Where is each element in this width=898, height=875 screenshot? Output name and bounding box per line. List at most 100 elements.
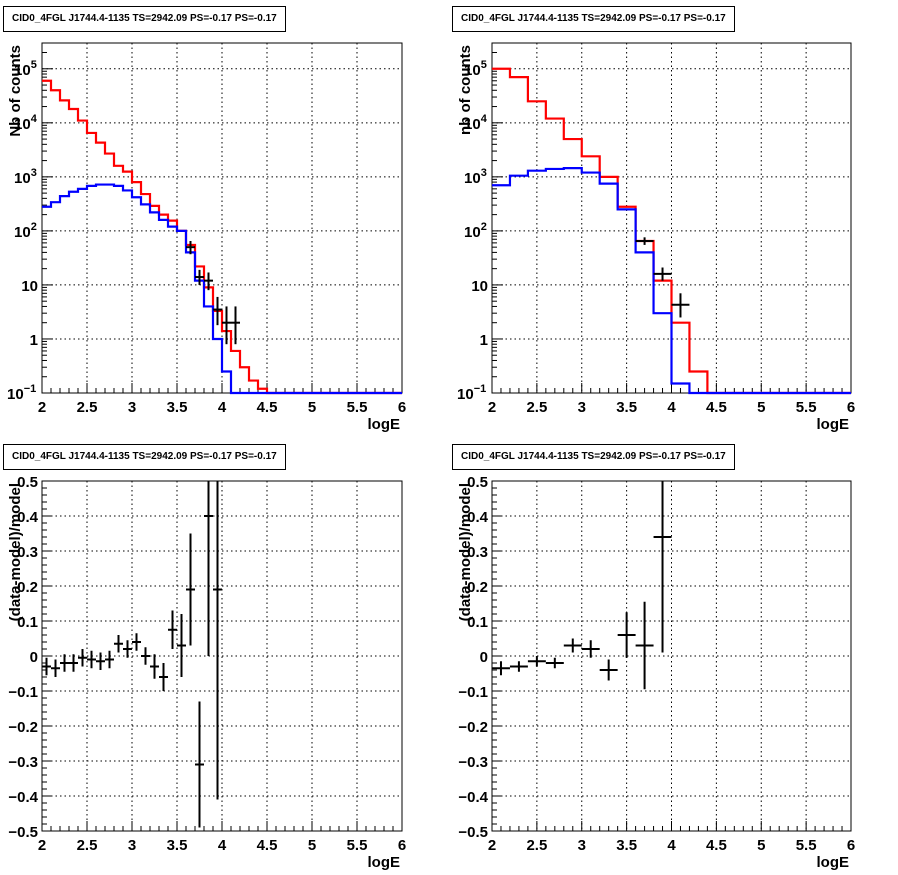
- data-point: [492, 661, 510, 676]
- x-tick-label: 6: [398, 837, 406, 854]
- data-point: [96, 652, 105, 670]
- y-tick-label: −0.1: [458, 684, 488, 701]
- data-point: [509, 661, 528, 672]
- y-tick-label: 0.1: [467, 614, 488, 631]
- data-point: [545, 657, 564, 669]
- y-tick-label: 10−1: [457, 383, 486, 403]
- series-model-total-histogram: [492, 67, 851, 395]
- x-axis-label: logE: [817, 416, 850, 433]
- chart-top-right: 2 2.5 3 3.5 4 4.5 5 5.5 6logE10−1110102103104105…: [457, 42, 855, 433]
- data-point: [635, 237, 654, 245]
- y-tick-label: −0.3: [8, 754, 38, 771]
- data-point: [141, 647, 150, 665]
- series-data-points: [635, 237, 690, 318]
- y-tick-label: 0.4: [467, 509, 489, 526]
- y-tick-label: 1: [30, 332, 38, 349]
- data-point: [114, 635, 123, 653]
- y-tick-label: −0.3: [458, 754, 488, 771]
- data-point: [177, 614, 186, 677]
- y-tick-label: 103: [14, 167, 37, 187]
- data-point: [671, 293, 690, 318]
- data-point: [195, 701, 204, 828]
- data-point: [213, 296, 222, 326]
- data-point: [105, 650, 114, 669]
- x-axis-label: logE: [817, 854, 850, 871]
- grid: [492, 43, 851, 393]
- data-point: [599, 659, 618, 681]
- x-tick-label: 6: [847, 837, 855, 854]
- data-point: [87, 650, 96, 669]
- x-tick-label: 2.5: [526, 399, 547, 416]
- y-tick-label: 102: [14, 221, 37, 241]
- y-tick-label: 102: [464, 221, 487, 241]
- data-point: [51, 659, 60, 677]
- data-point: [653, 481, 672, 653]
- y-axis-label: nb of counts: [457, 45, 474, 135]
- x-tick-label: 3: [128, 837, 136, 854]
- data-point: [78, 649, 87, 667]
- data-point: [563, 638, 582, 653]
- data-point: [195, 269, 204, 285]
- data-point: [213, 481, 222, 800]
- x-tick-label: 2: [488, 837, 496, 854]
- data-point: [527, 656, 546, 667]
- x-tick-label: 5: [308, 837, 316, 854]
- panel-title-top-right: CID0_4FGL J1744.4-1135 TS=2942.09 PS=-0.…: [452, 6, 735, 32]
- x-tick-label: 6: [398, 399, 406, 416]
- y-tick-label: 0.5: [467, 474, 488, 491]
- data-point: [69, 654, 78, 672]
- y-tick-label: −0.2: [458, 719, 488, 736]
- y-tick-label: −0.2: [8, 719, 38, 736]
- y-tick-label: 1: [480, 332, 488, 349]
- y-tick-label: 10: [21, 278, 38, 295]
- y-tick-label: 0.2: [467, 579, 488, 596]
- x-tick-label: 2: [488, 399, 496, 416]
- x-tick-label: 4: [667, 837, 676, 854]
- x-axis-label: logE: [368, 854, 401, 871]
- y-axis-ticks: [42, 42, 53, 394]
- panel-title-bottom-left: CID0_4FGL J1744.4-1135 TS=2942.09 PS=-0.…: [3, 444, 286, 470]
- x-tick-label: 5: [308, 399, 316, 416]
- data-point: [150, 654, 159, 679]
- data-point: [132, 633, 141, 651]
- x-tick-label: 4: [667, 399, 676, 416]
- data-point: [222, 306, 231, 345]
- x-tick-label: 5: [757, 837, 765, 854]
- series-data-points: [492, 481, 672, 690]
- y-axis-ticks: [492, 480, 502, 832]
- x-tick-label: 2.5: [526, 837, 547, 854]
- x-tick-label: 2.5: [77, 837, 98, 854]
- x-tick-label: 2: [38, 399, 46, 416]
- data-point: [42, 657, 51, 676]
- y-tick-label: 0.5: [17, 474, 38, 491]
- x-tick-label: 4: [218, 399, 227, 416]
- y-axis-label: Nb of counts: [7, 45, 24, 137]
- y-tick-label: 10: [471, 278, 488, 295]
- data-point: [123, 640, 132, 658]
- x-tick-label: 5.5: [796, 399, 817, 416]
- x-axis-ticks: [41, 383, 403, 393]
- x-tick-label: 5.5: [347, 399, 368, 416]
- y-tick-label: 0.4: [17, 509, 39, 526]
- series-data-points: [186, 241, 240, 345]
- x-axis-ticks: [41, 821, 403, 831]
- data-point: [168, 610, 177, 649]
- x-tick-label: 2: [38, 837, 46, 854]
- grid: [492, 481, 851, 831]
- x-axis-label: logE: [368, 416, 401, 433]
- data-point: [231, 306, 240, 345]
- data-point: [581, 640, 600, 658]
- x-tick-label: 4.5: [706, 837, 727, 854]
- y-tick-label: −0.5: [8, 824, 38, 841]
- x-tick-label: 4.5: [257, 399, 278, 416]
- y-tick-label: 10−1: [7, 383, 36, 403]
- y-tick-label: 0.1: [17, 614, 38, 631]
- x-tick-label: 5.5: [347, 837, 368, 854]
- x-tick-label: 3.5: [167, 399, 188, 416]
- data-point: [159, 663, 168, 691]
- y-tick-label: −0.1: [8, 684, 38, 701]
- y-tick-label: 0: [480, 649, 488, 666]
- x-axis-ticks: [491, 821, 852, 831]
